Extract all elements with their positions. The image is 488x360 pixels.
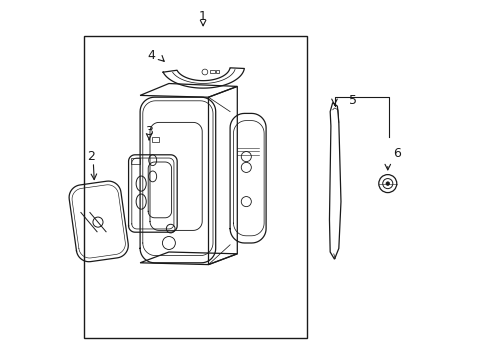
Text: 2: 2: [87, 150, 95, 163]
Bar: [152, 137, 159, 142]
Bar: [131, 158, 140, 164]
Text: 3: 3: [145, 125, 153, 138]
Circle shape: [385, 182, 389, 185]
Text: 5: 5: [348, 94, 356, 107]
Bar: [210, 70, 214, 73]
Text: 4: 4: [147, 49, 155, 62]
Bar: [215, 70, 218, 73]
Text: 1: 1: [199, 10, 206, 23]
Bar: [84, 36, 307, 338]
Text: 6: 6: [393, 147, 401, 159]
